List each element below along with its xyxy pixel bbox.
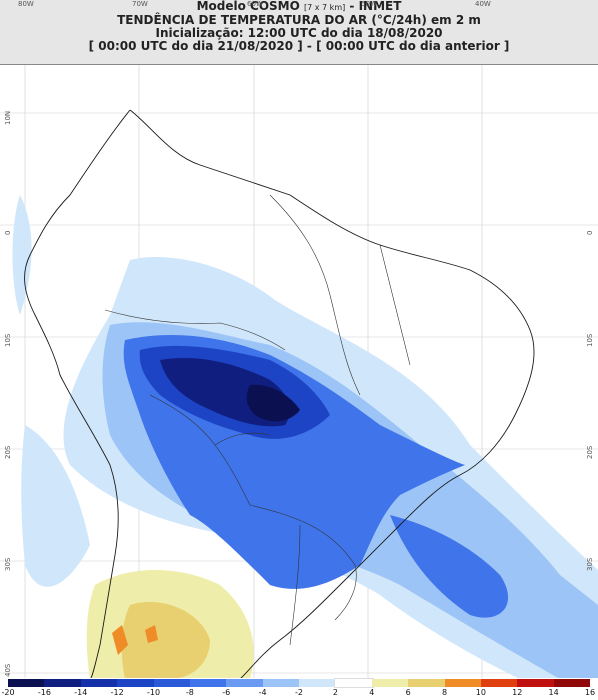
colorbar-tick-label: -20 [1, 688, 15, 697]
warming-field [86, 570, 254, 679]
lon-label-70w: 70W [132, 0, 148, 8]
temperature-map: 10N 0 10S 20S 30S 40S 0 10S 20S 30S [0, 64, 598, 680]
colorbar-segment [153, 679, 191, 687]
lat-label-10s: 10S [4, 333, 12, 347]
model-name: Modelo COSMO [196, 0, 300, 13]
lon-label-50w: 50W [361, 0, 377, 8]
map-header: Modelo COSMO [7 x 7 km] - INMET TENDÊNCI… [0, 0, 598, 64]
colorbar-segment [299, 679, 337, 687]
model-title: Modelo COSMO [7 x 7 km] - INMET [0, 0, 598, 14]
colorbar-tick-label: -12 [110, 688, 124, 697]
lat-label-20s: 20S [4, 445, 12, 459]
colorbar-segment [480, 679, 519, 687]
colorbar-segment [517, 679, 555, 687]
coastline [24, 109, 535, 679]
color-legend: -20 -16 -14 -12 -10 -8 -6 -4 -2 2 4 6 8 10 12 14 16 [0, 678, 598, 700]
map-canvas [0, 65, 598, 679]
country-borders [104, 194, 411, 646]
colorbar-tick-label: 8 [441, 688, 448, 697]
colorbar-segment [553, 679, 591, 687]
lat-label-30s-right: 30S [586, 557, 594, 571]
colorbar-segment [189, 679, 228, 687]
colorbar-segment [334, 678, 374, 688]
colorbar-tick-label: -6 [222, 688, 231, 697]
colorbar-segment [371, 679, 410, 687]
cooling-field-deep [139, 345, 330, 439]
colorbar-segment [8, 679, 46, 687]
colorbar-segment [408, 679, 446, 687]
colorbar-tick-label: -16 [37, 688, 51, 697]
lat-label-10s-right: 10S [586, 333, 594, 347]
colorbar-tick-label: -14 [74, 688, 88, 697]
lat-label-0-right: 0 [586, 230, 594, 235]
colorbar-tick-label: -10 [146, 688, 161, 697]
colorbar-tick-label: 6 [405, 688, 411, 697]
colorbar-segment [80, 679, 119, 687]
colorbar-segment [117, 679, 155, 687]
lon-label-80w: 80W [18, 0, 34, 8]
colorbar-segment [44, 679, 82, 687]
colorbar-tick-label: 10 [475, 688, 486, 697]
lon-label-60w: 60W [247, 0, 263, 8]
colorbar-tick-label: -8 [185, 688, 194, 697]
lat-label-40s: 40S [4, 663, 12, 677]
lat-label-10n: 10N [4, 110, 12, 125]
colorbar-tick-label: 14 [548, 688, 559, 697]
lat-label-30s: 30S [4, 557, 12, 571]
model-source: - INMET [349, 0, 402, 13]
colorbar-segment [262, 679, 300, 687]
lat-label-0: 0 [4, 230, 12, 235]
colorbar-segment [444, 679, 482, 687]
variable-title: TENDÊNCIA DE TEMPERATURA DO AR (°C/24h) … [117, 13, 481, 27]
colorbar-tick-label: 4 [369, 688, 375, 697]
lat-label-20s-right: 20S [586, 445, 594, 459]
model-resolution: [7 x 7 km] [304, 3, 346, 12]
colorbar-segment [226, 679, 264, 687]
colorbar-tick-label: 16 [584, 688, 596, 697]
lon-label-40w: 40W [475, 0, 491, 8]
init-time: Inicialização: 12:00 UTC do dia 18/08/20… [155, 26, 443, 40]
colorbar-tick-label: -2 [295, 688, 303, 697]
valid-period: [ 00:00 UTC do dia 21/08/2020 ] - [ 00:0… [88, 39, 510, 53]
colorbar-tick-label: 2 [332, 688, 338, 697]
colorbar-tick-label: 12 [512, 688, 523, 697]
colorbar-tick-label: -4 [258, 688, 267, 697]
